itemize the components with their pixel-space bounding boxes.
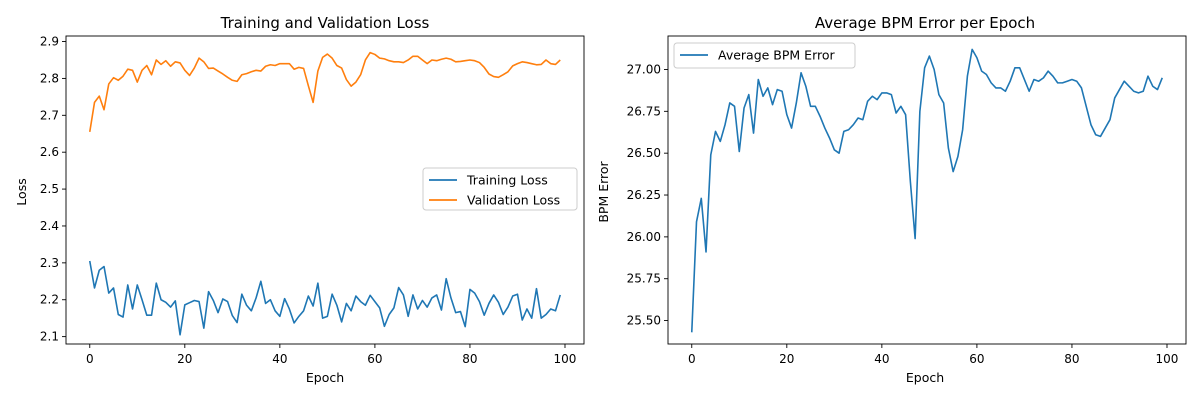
y-axis-label: BPM Error: [596, 160, 611, 222]
chart-title: Training and Validation Loss: [220, 14, 430, 32]
series-line-1: [88, 51, 561, 133]
x-tick-label: 60: [969, 352, 984, 366]
x-tick-label: 100: [554, 352, 577, 366]
y-tick-label: 26.50: [627, 146, 661, 160]
series-line-0: [690, 48, 1163, 333]
plot-frame: [65, 35, 585, 345]
y-tick-label: 2.6: [40, 145, 59, 159]
x-tick-label: 40: [874, 352, 889, 366]
y-tick-label: 25.75: [627, 272, 661, 286]
x-tick-label: 20: [779, 352, 794, 366]
y-tick-label: 26.75: [627, 104, 661, 118]
x-tick-label: 20: [177, 352, 192, 366]
legend-label-1: Validation Loss: [467, 193, 560, 208]
x-axis-label: Epoch: [906, 370, 944, 385]
y-tick-label: 2.4: [40, 219, 59, 233]
y-tick-label: 25.50: [627, 314, 661, 328]
y-tick-label: 2.2: [40, 293, 59, 307]
y-tick-label: 2.8: [40, 71, 59, 85]
y-tick-label: 2.9: [40, 35, 59, 49]
legend-box: [422, 167, 578, 211]
x-axis-label: Epoch: [306, 370, 344, 385]
plot-frame: [667, 35, 1187, 345]
x-tick-label: 0: [86, 352, 94, 366]
y-tick-label: 2.7: [40, 108, 59, 122]
y-tick-label: 26.00: [627, 230, 661, 244]
bpm-error-chart: Average BPM Error per Epoch Epoch BPM Er…: [596, 14, 1187, 385]
series-line-0: [88, 260, 562, 336]
y-axis-label: Loss: [14, 178, 29, 205]
y-tick-label: 26.25: [627, 188, 661, 202]
x-tick-label: 100: [1156, 352, 1179, 366]
x-tick-label: 0: [688, 352, 696, 366]
x-tick-label: 60: [367, 352, 382, 366]
x-tick-label: 40: [272, 352, 287, 366]
legend-label-0: Training Loss: [466, 173, 548, 188]
y-tick-label: 2.5: [40, 182, 59, 196]
legend-box: [673, 42, 856, 69]
chart-title: Average BPM Error per Epoch: [815, 14, 1035, 32]
loss-chart: Training and Validation Loss Epoch Loss …: [14, 14, 585, 385]
legend-label-0: Average BPM Error: [718, 48, 836, 63]
y-tick-label: 27.00: [627, 62, 661, 76]
y-tick-label: 2.3: [40, 256, 59, 270]
x-tick-label: 80: [462, 352, 477, 366]
y-tick-label: 2.1: [40, 330, 59, 344]
x-tick-label: 80: [1064, 352, 1079, 366]
